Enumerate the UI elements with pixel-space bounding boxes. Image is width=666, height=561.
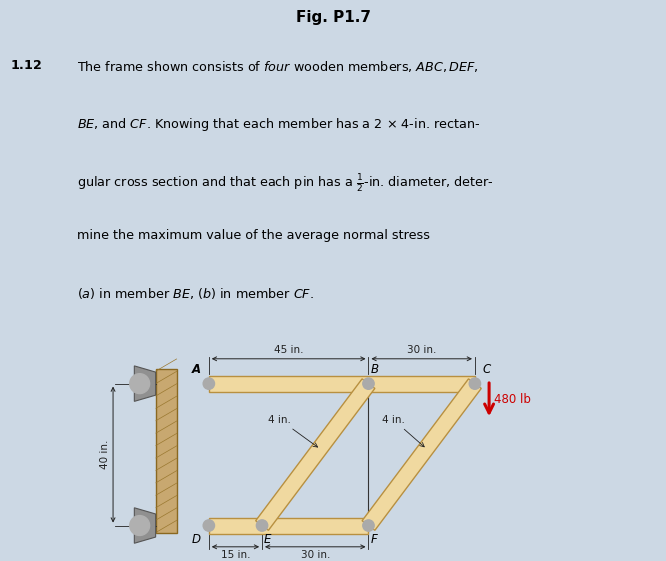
Polygon shape <box>362 379 482 530</box>
Polygon shape <box>256 379 375 530</box>
Circle shape <box>470 378 481 389</box>
Circle shape <box>203 378 214 389</box>
Text: B: B <box>370 363 378 376</box>
Polygon shape <box>135 366 156 401</box>
Text: 40 in.: 40 in. <box>99 440 109 469</box>
Circle shape <box>203 520 214 531</box>
Polygon shape <box>209 376 475 392</box>
Text: 45 in.: 45 in. <box>274 345 304 355</box>
Text: Fig. P1.7: Fig. P1.7 <box>296 10 370 25</box>
Circle shape <box>363 520 374 531</box>
Circle shape <box>256 520 268 531</box>
Text: F: F <box>370 534 377 546</box>
Circle shape <box>363 378 374 389</box>
Text: A: A <box>192 363 201 376</box>
Text: E: E <box>264 534 271 546</box>
Text: $\mathbf{1.12}$: $\mathbf{1.12}$ <box>10 58 43 72</box>
Text: 480 lb: 480 lb <box>494 393 531 406</box>
Text: 30 in.: 30 in. <box>407 345 436 355</box>
Text: 4 in.: 4 in. <box>268 415 318 447</box>
Text: gular cross section and that each pin has a $\frac{1}{2}$-in. diameter, deter-: gular cross section and that each pin ha… <box>77 172 494 195</box>
Text: D: D <box>192 534 201 546</box>
Text: $\mathit{BE}$, and $\mathit{CF}$. Knowing that each member has a 2 $\times$ 4-in: $\mathit{BE}$, and $\mathit{CF}$. Knowin… <box>77 116 480 132</box>
Text: 15 in.: 15 in. <box>220 550 250 560</box>
Polygon shape <box>135 508 156 543</box>
Text: The frame shown consists of $\mathit{four}$ wooden members, $\mathit{ABC, DEF,}$: The frame shown consists of $\mathit{fou… <box>77 58 478 73</box>
Circle shape <box>130 516 150 535</box>
Text: mine the maximum value of the average normal stress: mine the maximum value of the average no… <box>77 229 430 242</box>
Bar <box>156 370 177 532</box>
Text: C: C <box>483 363 491 376</box>
Text: 30 in.: 30 in. <box>300 550 330 560</box>
Text: $(a)$ in member $\mathit{BE}$, $(b)$ in member $\mathit{CF}$.: $(a)$ in member $\mathit{BE}$, $(b)$ in … <box>77 286 314 301</box>
Polygon shape <box>209 518 368 534</box>
Circle shape <box>130 374 150 394</box>
Text: 4 in.: 4 in. <box>382 415 424 447</box>
